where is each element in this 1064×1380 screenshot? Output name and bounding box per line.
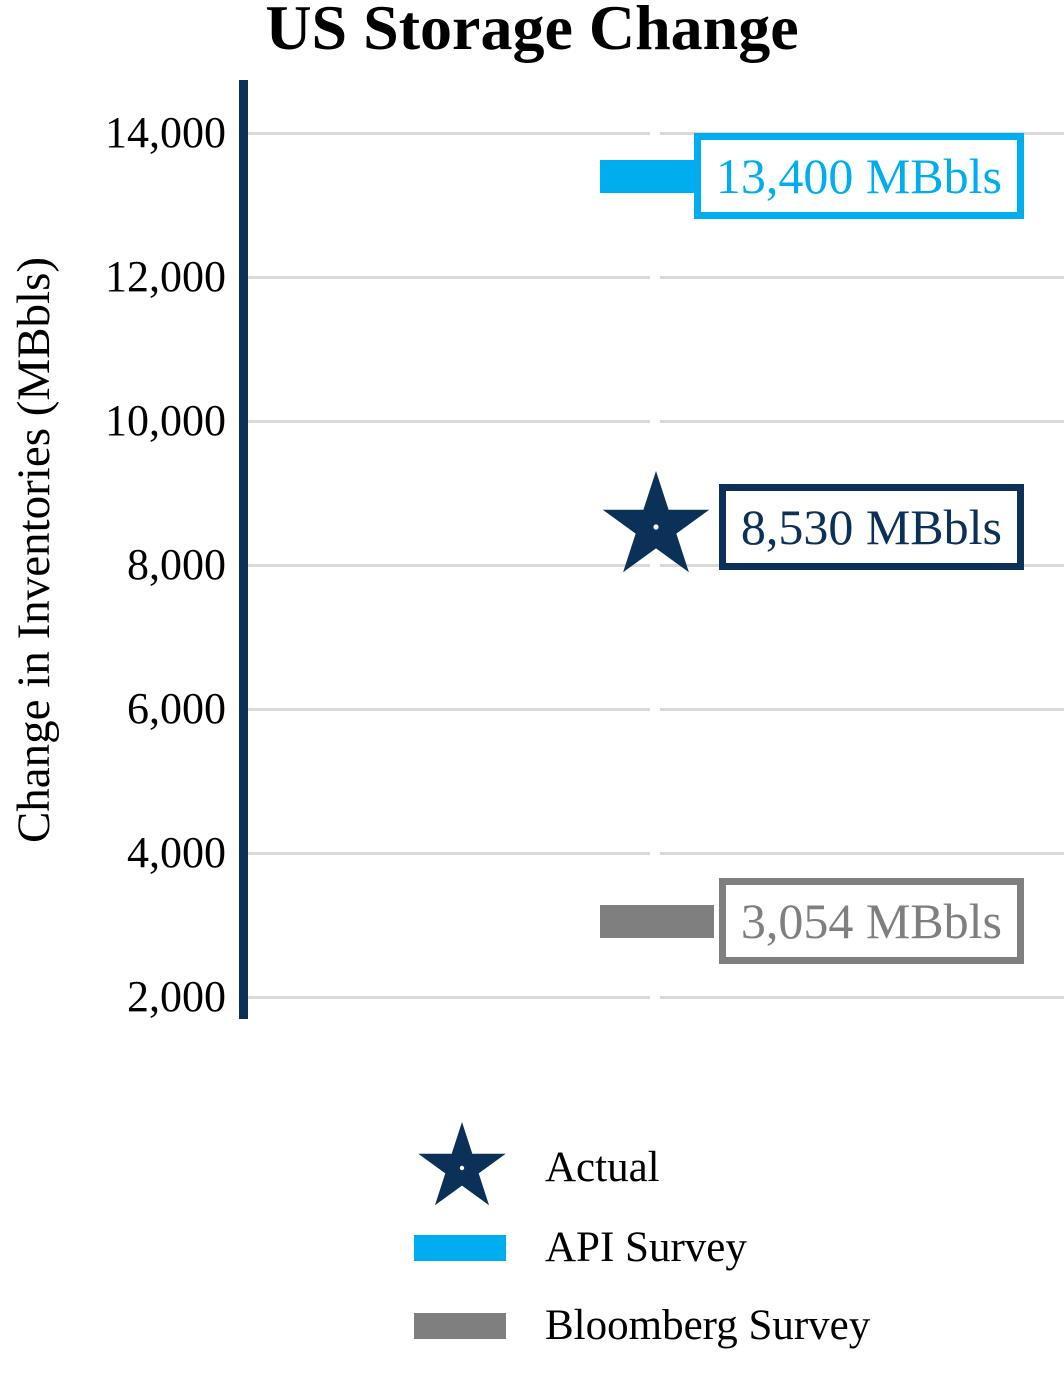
bloomberg-survey-value-label-box: 3,054 MBbls (718, 878, 1024, 965)
category-tick-gap (650, 80, 660, 1019)
y-tick-label-14000: 14,000 (105, 108, 226, 157)
y-tick-label-2000: 2,000 (127, 972, 226, 1021)
chart-title: US Storage Change (265, 0, 799, 63)
y-axis-line (239, 80, 248, 1019)
bloomberg-survey-bar (600, 904, 714, 938)
legend-label-bloomberg-survey: Bloomberg Survey (545, 1302, 871, 1349)
y-tick-label-8000: 8,000 (127, 540, 226, 589)
actual-value-label-box: 8,530 MBbls (718, 483, 1024, 570)
api-survey-value-label-box: 13,400 MBbls (693, 133, 1024, 220)
y-tick-label-12000: 12,000 (105, 252, 226, 301)
y-tick-label-6000: 6,000 (127, 684, 226, 733)
y-tick-label-10000: 10,000 (105, 396, 226, 445)
legend-swatch-api-survey (414, 1235, 506, 1261)
legend-swatch-bloomberg-survey (414, 1313, 506, 1339)
actual-star-icon (602, 470, 710, 573)
legend-label-actual: Actual (545, 1144, 660, 1191)
legend-label-api-survey: API Survey (545, 1224, 747, 1271)
y-tick-label-4000: 4,000 (127, 828, 226, 877)
legend-swatch-actual-star-icon (418, 1122, 506, 1206)
